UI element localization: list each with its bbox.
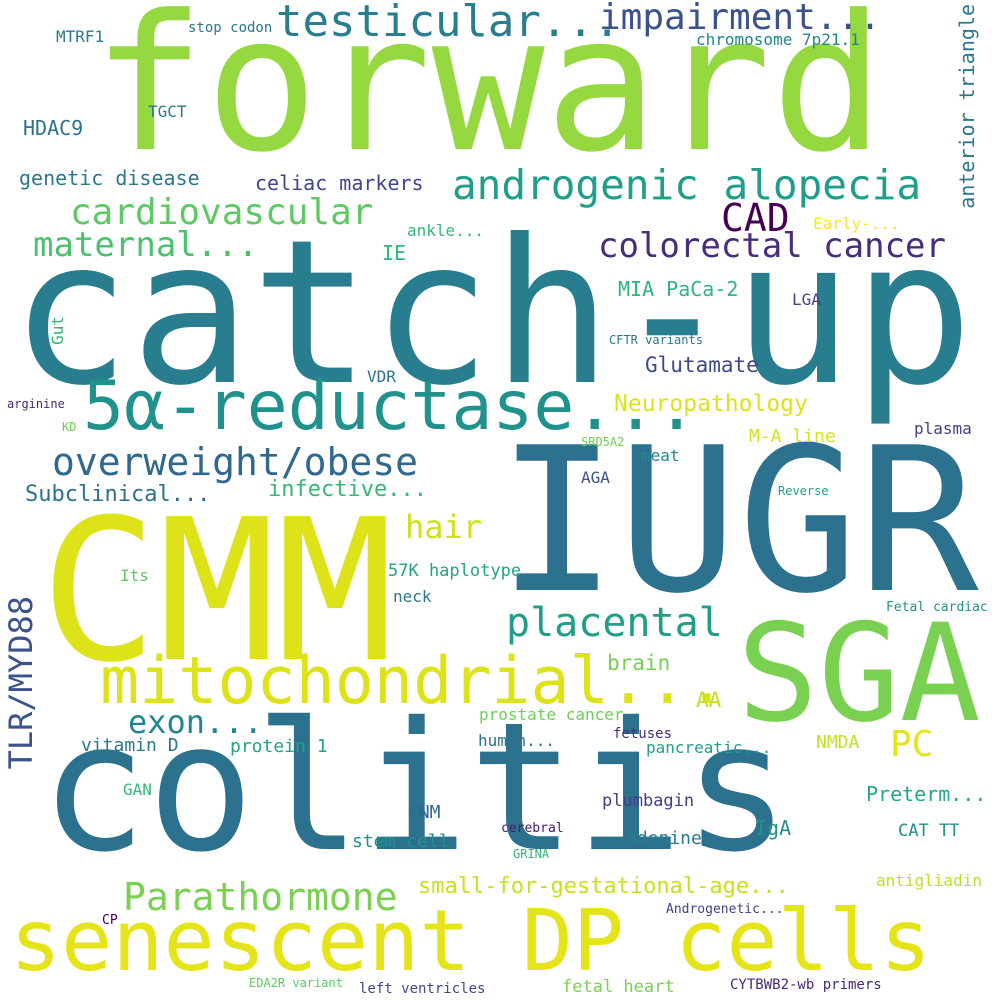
word-cerebral: cerebral — [501, 821, 564, 836]
word-fetuses: fetuses — [613, 726, 673, 742]
word-cytbwb2-wb-primers: CYTBWB2-wb primers — [730, 977, 882, 993]
word-tgct: TGCT — [148, 102, 187, 121]
word-57k-haplotype: 57K haplotype — [388, 561, 522, 581]
word-fetal-cardiac: Fetal cardiac — [886, 600, 988, 615]
word-adenine: adenine — [626, 828, 702, 849]
word-kd: KD — [62, 420, 77, 434]
word-colorectal-cancer: colorectal cancer — [598, 226, 946, 266]
word-reverse: Reverse — [778, 484, 829, 498]
word-neuropathology: Neuropathology — [614, 391, 808, 417]
word-subclinical: Subclinical... — [25, 482, 211, 507]
word-ie: IE — [382, 241, 407, 265]
word-ankle: ankle... — [407, 221, 485, 240]
word-mtrf1: MTRF1 — [56, 27, 105, 46]
word-eda2r-variant: EDA2R variant — [249, 976, 343, 990]
word-srd5a2: SRD5A2 — [581, 435, 625, 449]
word-plumbagin: plumbagin — [602, 791, 695, 811]
word-pancreatic: pancreatic... — [646, 738, 772, 757]
word-cp: CP — [102, 913, 118, 928]
word-plasma: plasma — [914, 419, 972, 438]
word-prostate-cancer: prostate cancer — [479, 705, 624, 724]
word-iga: IgA — [755, 816, 792, 840]
word-arginine: arginine — [7, 397, 65, 411]
word-vdr: VDR — [367, 367, 396, 386]
word-gut: Gut — [48, 316, 67, 345]
word-testicular: testicular... — [276, 0, 621, 47]
word-grina: GRINA — [513, 847, 550, 861]
word-gan: GAN — [123, 780, 152, 799]
word-genetic-disease: genetic disease — [19, 166, 200, 190]
word-stop-codon: stop codon — [188, 20, 273, 36]
word-cnm: CNM — [408, 802, 441, 823]
word-5a-reductase: 5α-reductase... — [83, 367, 698, 446]
word-stem-cell: stem cell — [352, 831, 450, 852]
word-antigliadin: antigliadin — [876, 871, 982, 890]
word-neck: neck — [393, 587, 432, 606]
word-maternal: maternal... — [33, 225, 259, 265]
word-left-ventricles: left ventricles — [359, 981, 486, 997]
word-mitochondrial: mitochondrial... — [100, 644, 727, 719]
word-early: Early-... — [813, 214, 900, 233]
word-iugr: IUGR — [497, 405, 979, 638]
word-aa: AA — [696, 688, 722, 712]
word-exon: exon... — [128, 703, 263, 741]
word-androgenetic: Androgenetic... — [666, 902, 784, 917]
word-protein-1: protein 1 — [230, 736, 328, 757]
word-hdac9: HDAC9 — [23, 116, 84, 140]
word-cat-tt: CAT TT — [898, 821, 960, 841]
word-aga: AGA — [581, 468, 610, 487]
word-cad: CAD — [721, 196, 790, 240]
word-colitis: colitis — [40, 684, 791, 891]
word-cmm: CMM — [40, 478, 395, 706]
word-small-for-gestational-age: small-for-gestational-age... — [418, 874, 789, 899]
word-impairment: impairment... — [599, 0, 881, 38]
word-tlr-myd88: TLR/MYD88 — [2, 596, 40, 770]
word-hair: hair — [405, 508, 483, 546]
word-meat: meat — [641, 446, 680, 465]
word-overweight-obese: overweight/obese — [52, 440, 419, 484]
word-glutamate: Glutamate — [645, 353, 759, 377]
word-anterior-triangle: anterior triangle — [955, 4, 979, 209]
word-celiac-markers: celiac markers — [255, 171, 424, 195]
word-androgenic-alopecia: androgenic alopecia — [452, 161, 921, 209]
word-cardiovascular: cardiovascular — [70, 192, 374, 233]
word-infective: infective... — [268, 477, 427, 502]
word-sga: SGA — [737, 595, 981, 752]
word-forward: forward — [92, 0, 885, 194]
word-fetal-heart: fetal heart — [562, 977, 675, 997]
word-placental: placental — [506, 600, 723, 646]
word-pc: PC — [890, 724, 934, 765]
word-m-a-line: M-A line — [749, 426, 836, 447]
word-nmda: NMDA — [816, 732, 860, 753]
word-human: human... — [478, 731, 556, 750]
word-brain: brain — [607, 651, 671, 675]
word-preterm: Preterm... — [866, 782, 987, 806]
word-its: Its — [120, 566, 149, 585]
word-chromosome-7p21-1: chromosome 7p21.1 — [696, 30, 860, 49]
word-catch-up: catch-up — [10, 197, 974, 430]
word-senescent-dp-cells: senescent DP cells — [10, 892, 932, 991]
word-mia-paca-2: MIA PaCa-2 — [618, 277, 739, 301]
word-cftr-variants: CFTR variants — [609, 333, 703, 347]
word-vitamin-d: vitamin D — [81, 735, 179, 756]
word-lga: LGA — [792, 290, 821, 309]
word-parathormone: Parathormone — [123, 875, 398, 919]
